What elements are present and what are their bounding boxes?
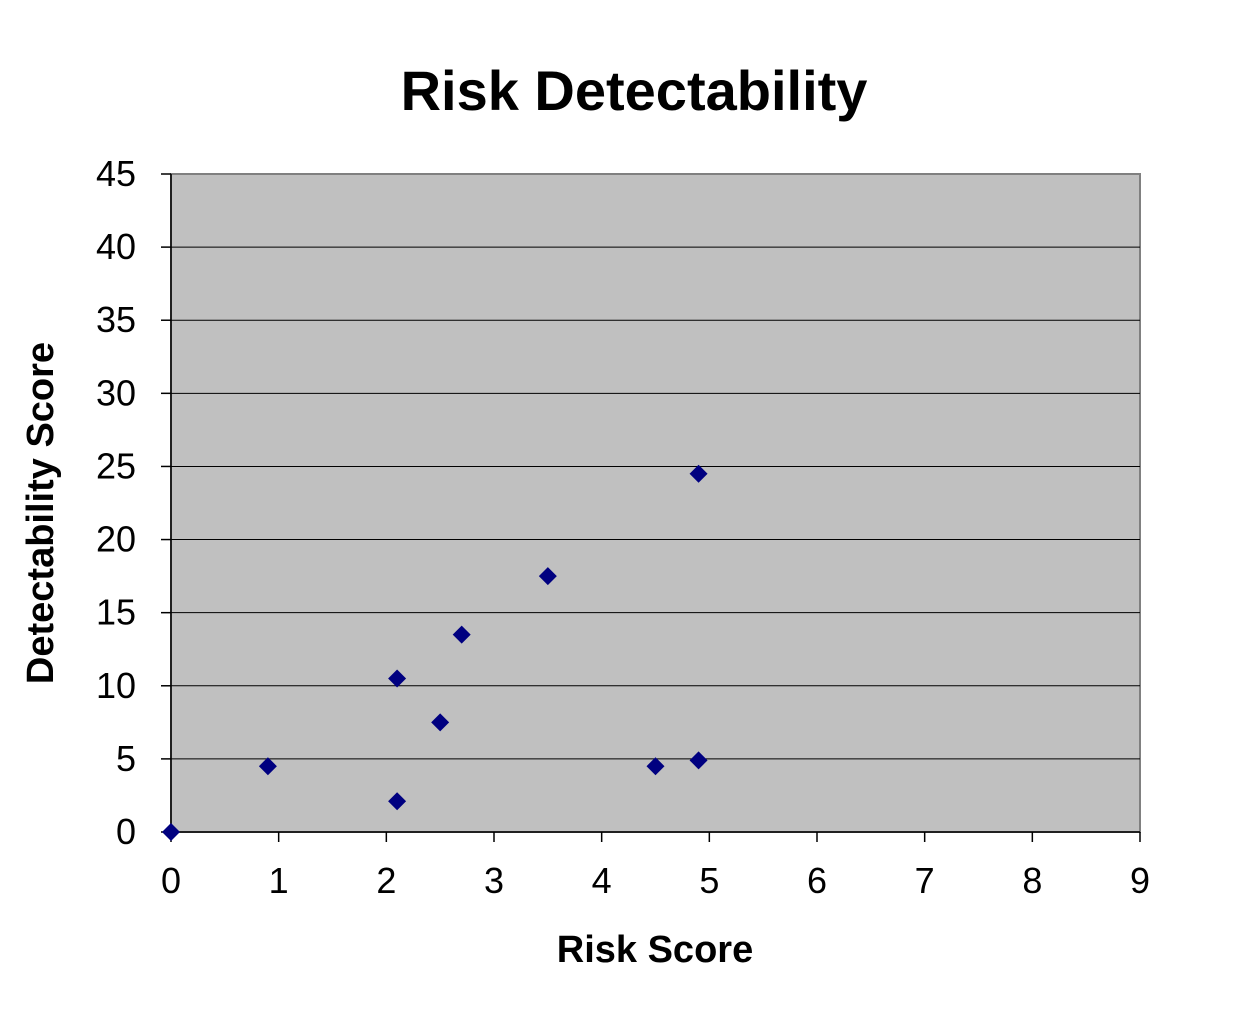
y-tick-label: 40 bbox=[96, 226, 136, 267]
x-tick-label: 2 bbox=[376, 860, 396, 901]
x-tick-label: 8 bbox=[1022, 860, 1042, 901]
y-tick-label: 35 bbox=[96, 299, 136, 340]
x-axis-title: Risk Score bbox=[557, 929, 753, 971]
y-axis-ticks: 0 5 10 15 20 25 30 35 40 45 bbox=[96, 153, 171, 852]
y-tick-label: 10 bbox=[96, 665, 136, 706]
x-tick-label: 9 bbox=[1130, 860, 1150, 901]
x-axis-ticks: 0 1 2 3 4 5 6 7 8 9 bbox=[161, 832, 1150, 901]
y-tick-label: 45 bbox=[96, 153, 136, 194]
x-tick-label: 0 bbox=[161, 860, 181, 901]
gridlines bbox=[171, 246, 1140, 760]
x-tick-label: 5 bbox=[699, 860, 719, 901]
data-point bbox=[388, 669, 407, 688]
x-tick-label: 1 bbox=[269, 860, 289, 901]
y-tick-label: 20 bbox=[96, 519, 136, 560]
data-point bbox=[162, 823, 180, 841]
data-point bbox=[689, 464, 708, 483]
data-point bbox=[452, 625, 471, 644]
data-points bbox=[162, 464, 708, 841]
x-tick-label: 7 bbox=[915, 860, 935, 901]
data-point bbox=[689, 751, 708, 770]
axes bbox=[170, 174, 1140, 833]
chart-title: Risk Detectability bbox=[401, 59, 868, 122]
data-point bbox=[431, 713, 450, 732]
x-tick-label: 4 bbox=[592, 860, 612, 901]
data-point bbox=[388, 792, 407, 811]
x-tick-label: 3 bbox=[484, 860, 504, 901]
y-tick-label: 15 bbox=[96, 592, 136, 633]
data-point bbox=[258, 757, 277, 776]
y-tick-label: 5 bbox=[116, 738, 136, 779]
y-tick-label: 30 bbox=[96, 372, 136, 413]
y-tick-label: 25 bbox=[96, 445, 136, 486]
x-tick-label: 6 bbox=[807, 860, 827, 901]
y-axis-title: Detectability Score bbox=[20, 342, 62, 684]
plot-area bbox=[170, 173, 1141, 833]
data-point bbox=[646, 757, 665, 776]
data-point bbox=[538, 567, 557, 586]
y-tick-label: 0 bbox=[116, 811, 136, 852]
